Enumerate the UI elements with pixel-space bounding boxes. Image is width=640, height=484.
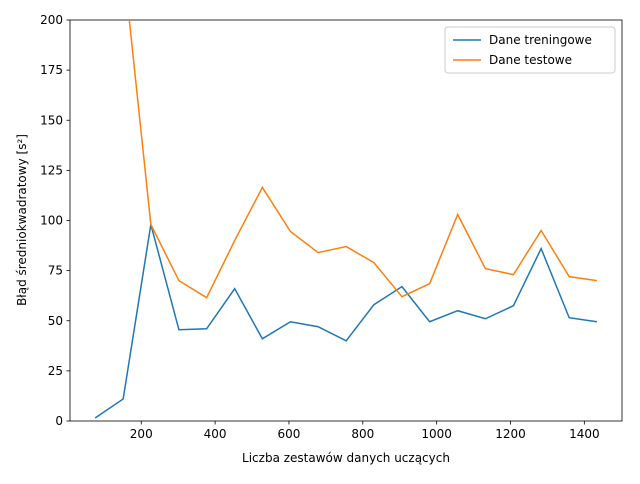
x-tick-label: 1000 bbox=[421, 427, 452, 441]
x-tick-label: 400 bbox=[204, 427, 227, 441]
x-tick-label: 200 bbox=[130, 427, 153, 441]
x-axis-label: Liczba zestawów danych uczących bbox=[242, 451, 450, 465]
x-tick-label: 600 bbox=[278, 427, 301, 441]
y-tick-label: 150 bbox=[40, 113, 63, 127]
legend-label: Dane treningowe bbox=[489, 33, 592, 47]
y-tick-label: 200 bbox=[40, 13, 63, 27]
y-tick-label: 75 bbox=[48, 264, 63, 278]
plot-area bbox=[94, 20, 597, 419]
y-axis-label: Błąd średniokwadratowy [s²] bbox=[15, 134, 29, 306]
y-tick-label: 0 bbox=[55, 414, 63, 428]
y-tick-label: 50 bbox=[48, 314, 63, 328]
x-tick-label: 1200 bbox=[495, 427, 526, 441]
axes-frame bbox=[69, 19, 623, 422]
legend-box bbox=[444, 26, 616, 74]
y-tick-label: 175 bbox=[40, 63, 63, 77]
y-tick-label: 125 bbox=[40, 163, 63, 177]
x-tick-label: 800 bbox=[351, 427, 374, 441]
legend-label: Dane testowe bbox=[489, 53, 572, 67]
y-tick-label: 25 bbox=[48, 364, 63, 378]
x-tick-label: 1400 bbox=[569, 427, 600, 441]
line-series bbox=[128, 20, 597, 299]
y-tick-label: 100 bbox=[40, 214, 63, 228]
line-series bbox=[94, 224, 597, 419]
